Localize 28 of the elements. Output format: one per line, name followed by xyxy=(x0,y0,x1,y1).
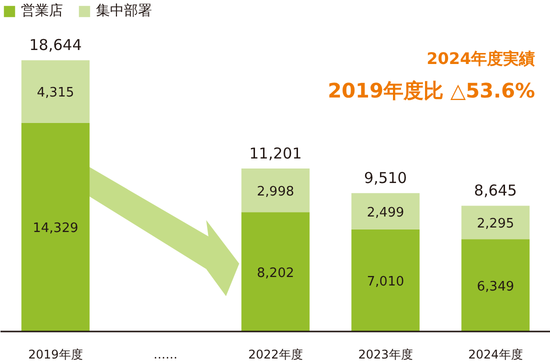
annotation: 2019年度比 △53.6% xyxy=(328,78,536,102)
total-label: 9,510 xyxy=(364,169,407,188)
legend-label: 営業店 xyxy=(21,2,63,20)
data-label: 2,499 xyxy=(366,205,404,220)
bar xyxy=(461,239,530,332)
data-label: 7,010 xyxy=(366,274,404,290)
x-tick-label: 2023年度 xyxy=(358,348,413,362)
total-label: 11,201 xyxy=(249,144,302,163)
bar xyxy=(241,168,310,212)
bar xyxy=(461,206,530,240)
x-tick-label: 2022年度 xyxy=(248,348,303,362)
data-label: 6,349 xyxy=(476,279,514,294)
data-label: 2,295 xyxy=(476,216,514,232)
bar xyxy=(241,212,310,332)
data-label: 8,202 xyxy=(256,266,294,281)
x-tick-label: 2019年度 xyxy=(28,348,83,362)
data-label: 4,315 xyxy=(36,86,74,101)
x-tick-label: 2024年度 xyxy=(468,348,523,362)
annotation: 2024年度実績 xyxy=(426,49,536,68)
data-label: 2,998 xyxy=(256,184,294,200)
bar xyxy=(351,193,420,230)
legend-label: 集中部署 xyxy=(96,2,152,20)
total-label: 8,645 xyxy=(474,182,517,200)
x-tick-label: …… xyxy=(154,348,178,362)
data-label: 14,329 xyxy=(32,221,78,236)
bar xyxy=(21,60,90,123)
bar xyxy=(351,229,420,332)
total-label: 18,644 xyxy=(29,36,82,54)
